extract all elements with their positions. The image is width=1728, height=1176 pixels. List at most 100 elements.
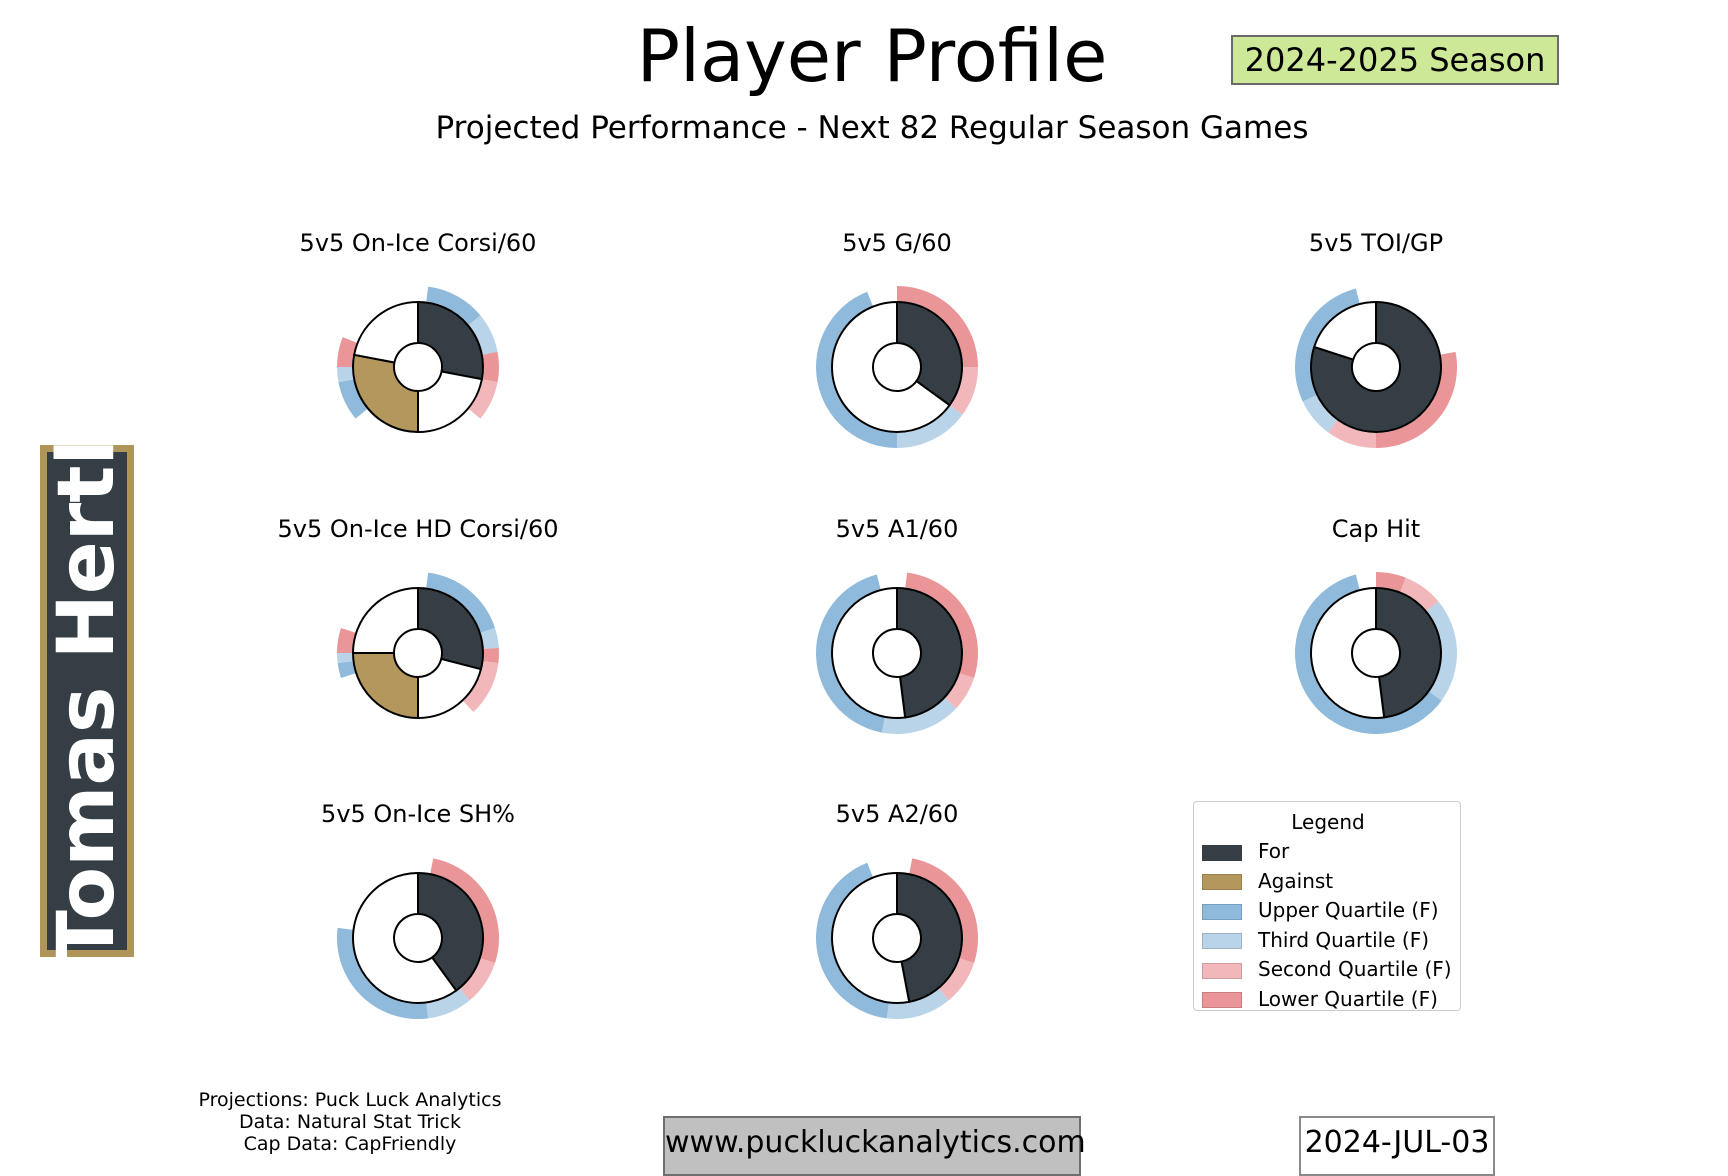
page-subtitle: Projected Performance - Next 82 Regular … [435, 110, 1309, 146]
legend-item-for: For [1202, 839, 1289, 869]
season-badge: 2024-2025 Season [1231, 35, 1559, 85]
for-slice [896, 587, 963, 719]
quartile-segment-lower [337, 337, 357, 367]
for-slice [417, 301, 484, 381]
chart-title: 5v5 On-Ice SH% [321, 800, 515, 828]
for-slice [1310, 301, 1442, 433]
donut-chart [1295, 572, 1457, 734]
quartile-segment-third [426, 988, 470, 1019]
for-slice [1375, 587, 1442, 719]
for-slice [417, 872, 484, 992]
donut-chart [337, 858, 499, 1019]
quartile-segment-second [950, 367, 978, 415]
quartile-segment-second [460, 958, 496, 1001]
quartile-segment-third [468, 315, 498, 355]
donut-chart [816, 572, 978, 734]
legend-label: Against [1258, 868, 1334, 893]
quartile-segment-upper [1295, 288, 1360, 402]
date-stamp: 2024-JUL-03 [1299, 1116, 1495, 1176]
legend-label: Second Quartile (F) [1258, 957, 1452, 981]
legend-label: For [1258, 839, 1290, 863]
remaining-slice [831, 587, 907, 719]
legend-swatch [1202, 844, 1242, 861]
quartile-segment-third [886, 988, 949, 1019]
chart-title: 5v5 A1/60 [835, 515, 959, 543]
against-slice [352, 652, 419, 719]
legend-label: Lower Quartile (F) [1258, 986, 1438, 1011]
quartile-segment-lower [909, 858, 978, 964]
remaining-slice [1313, 301, 1377, 361]
quartile-segment-second [468, 379, 498, 419]
quartile-segment-third [337, 653, 353, 664]
player-name: Tomas Hertl [42, 438, 132, 964]
chart-title: Cap Hit [1331, 515, 1421, 543]
remaining-slice [352, 587, 419, 654]
quartile-segment-second [463, 661, 499, 713]
quartile-segment-upper [338, 379, 368, 419]
credits: Projections: Puck Luck Analytics Data: N… [150, 1089, 550, 1155]
quartile-segment-second [939, 958, 975, 1001]
quartile-segment-upper [426, 286, 481, 325]
remaining-slice [353, 301, 419, 364]
quartile-segment-third [1426, 601, 1457, 701]
quartile-segment-upper [337, 927, 429, 1019]
quartile-segment-lower [1376, 572, 1406, 592]
quartile-segment-lower [430, 858, 499, 964]
donut-chart [337, 286, 499, 433]
quartile-segment-third [897, 405, 963, 448]
legend-item-against: Against [1202, 869, 1333, 899]
remaining-slice [417, 657, 482, 719]
quartile-segment-third [480, 627, 499, 649]
for-slice [896, 301, 963, 407]
remaining-slice [1310, 587, 1386, 719]
legend-item-lower: Lower Quartile (F) [1202, 987, 1438, 1017]
website-url: www.puckluckanalytics.com [663, 1116, 1086, 1176]
quartile-segment-second [1328, 420, 1376, 448]
donut-chart [816, 858, 978, 1019]
for-slice [417, 587, 484, 671]
remaining-slice [352, 872, 458, 1004]
legend-swatch [1202, 962, 1242, 979]
remaining-slice [831, 872, 911, 1004]
quartile-segment-upper [816, 574, 885, 733]
quartile-segment-second [945, 673, 975, 709]
chart-title: 5v5 A2/60 [835, 800, 959, 828]
chart-title: 5v5 G/60 [842, 229, 952, 257]
quartile-segment-second [1400, 577, 1439, 611]
credit-projections: Projections: Puck Luck Analytics [198, 1089, 502, 1111]
player-name-plate [40, 445, 134, 957]
against-slice [352, 353, 419, 433]
donut-chart [337, 572, 499, 719]
donut-chart [816, 286, 978, 448]
chart-title: 5v5 On-Ice Corsi/60 [299, 229, 537, 257]
legend: Legend For Against Upper Quartile (F) Third… [1193, 801, 1461, 1011]
legend-item-upper: Upper Quartile (F) [1202, 898, 1439, 928]
page-title: Player Profile [636, 14, 1108, 98]
remaining-slice [831, 301, 951, 433]
legend-label: Upper Quartile (F) [1258, 898, 1439, 922]
quartile-segment-lower [897, 286, 978, 367]
quartile-segment-upper [816, 862, 889, 1019]
chart-title: 5v5 TOI/GP [1308, 229, 1444, 257]
quartile-segment-lower [337, 627, 356, 653]
legend-item-second: Second Quartile (F) [1202, 957, 1452, 987]
quartile-segment-third [881, 698, 957, 734]
chart-title: 5v5 On-Ice HD Corsi/60 [277, 515, 559, 543]
legend-label: Third Quartile (F) [1258, 927, 1429, 952]
quartile-segment-upper [337, 661, 356, 679]
credit-data: Data: Natural Stat Trick [239, 1111, 461, 1133]
quartile-segment-third [337, 367, 354, 383]
legend-swatch [1202, 992, 1242, 1008]
donut-chart [1295, 288, 1457, 448]
quartile-segment-lower [1376, 351, 1457, 448]
quartile-segment-lower [483, 647, 499, 664]
legend-swatch [1202, 933, 1242, 949]
legend-title: Legend [1291, 810, 1365, 834]
legend-item-third: Third Quartile (F) [1202, 928, 1429, 958]
quartile-segment-third [1302, 395, 1338, 433]
credit-cap-data: Cap Data: CapFriendly [243, 1133, 457, 1155]
for-slice [896, 872, 963, 1003]
quartile-segment-lower [482, 351, 499, 383]
quartile-segment-upper [816, 291, 897, 448]
remaining-slice [417, 370, 483, 433]
